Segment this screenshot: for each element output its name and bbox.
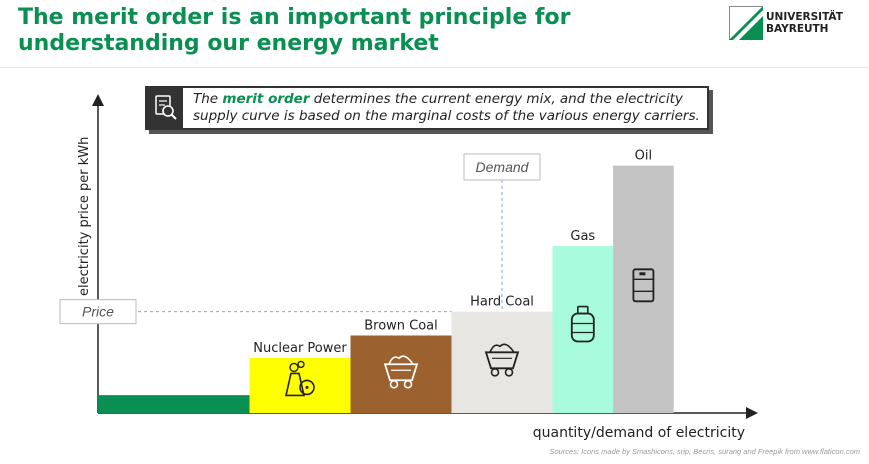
coal-cart-icon	[484, 343, 520, 377]
bar-renewables	[98, 395, 250, 413]
sources-note: Sources: Icons made by Smashicons, srip,…	[549, 447, 860, 456]
header-divider	[0, 67, 869, 68]
price-label: Price	[82, 304, 114, 320]
logo-text: UNIVERSITÄT BAYREUTH	[766, 11, 843, 35]
callout-text-pre: The	[193, 91, 223, 107]
oil-barrel-icon	[632, 268, 655, 303]
nuclear-plant-icon	[284, 360, 315, 397]
title-line-1: The merit order is an important principl…	[18, 5, 571, 30]
price-box	[59, 299, 137, 325]
title-line-2: understanding our energy market	[18, 31, 439, 56]
bar-label: Gas	[570, 229, 595, 244]
university-logo: UNIVERSITÄT BAYREUTH	[729, 6, 869, 46]
page-title: The merit order is an important principl…	[18, 5, 618, 57]
bar-label: Oil	[635, 149, 652, 164]
demand-label: Demand	[476, 159, 530, 175]
magnifier-document-icon	[147, 88, 183, 128]
gas-bottle-icon	[570, 305, 595, 343]
logo-line-2: BAYREUTH	[766, 23, 829, 35]
x-axis-label: quantity/demand of electricity	[533, 425, 745, 441]
merit-order-callout: The merit order determines the current e…	[145, 86, 709, 130]
bar-oil	[613, 165, 674, 413]
callout-text: The merit order determines the current e…	[193, 91, 703, 125]
bar-hard-coal	[451, 311, 553, 413]
bar-brown-coal	[350, 335, 452, 413]
logo-mark-icon	[729, 6, 763, 40]
bar-label: Brown Coal	[364, 318, 438, 333]
logo-line-1: UNIVERSITÄT	[766, 11, 843, 23]
bar-gas	[552, 246, 614, 413]
coal-cart-icon	[383, 355, 419, 389]
bar-label: Nuclear Power	[253, 341, 347, 356]
callout-highlight: merit order	[222, 91, 310, 107]
y-axis-label: electricity price per kWh	[77, 137, 92, 296]
demand-box	[463, 153, 541, 181]
callout-text-post: determines the current energy mix, and t…	[193, 91, 700, 124]
